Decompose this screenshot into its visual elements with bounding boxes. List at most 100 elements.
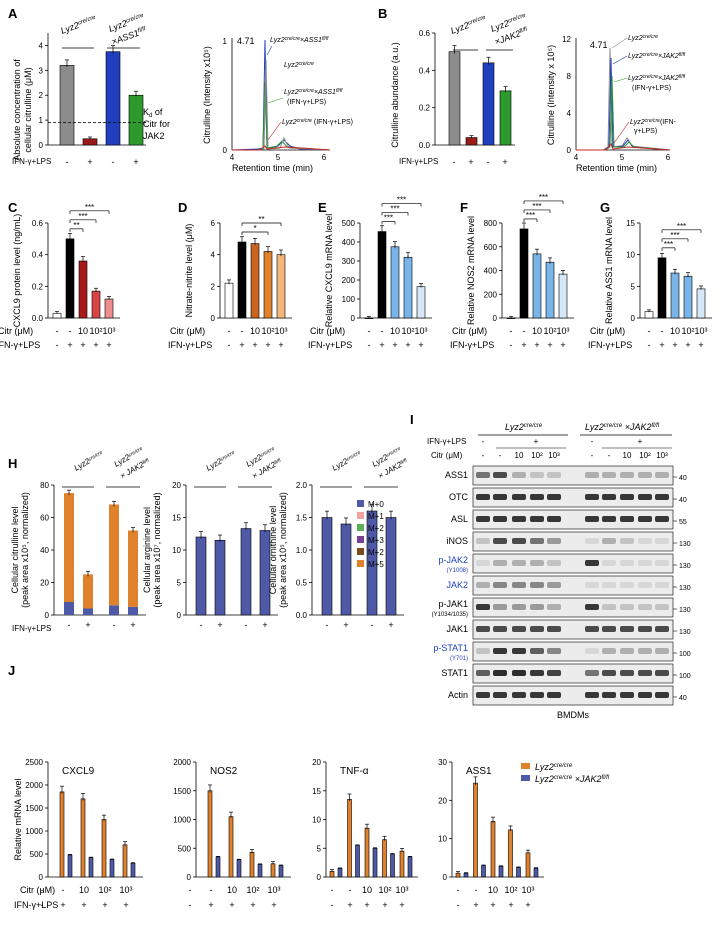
panel-i-mw-2: 55 (679, 519, 687, 526)
panel-i-band-9-9 (655, 670, 669, 676)
panel-j-0-bar-jak2-0 (67, 854, 73, 878)
panel-j-legend-swatch-1 (521, 763, 530, 769)
panel-i-band-3-0 (476, 538, 490, 544)
panel-a-chrom-xlabel: Retention time (min) (232, 163, 313, 173)
panel-j-1-ytick-0: 0 (187, 873, 192, 882)
panel-i-row-label-5: JAK2 (446, 580, 468, 590)
panel-j-3-bar-jak2-3 (516, 867, 521, 878)
panel-e-ifn-label: IFN-γ+LPS (308, 340, 352, 350)
panel-i-band-9-2 (512, 670, 526, 676)
panel-b-chrom-ylabel: Citrulline (Intensity x 10⁵) (546, 45, 556, 145)
panel-i-citr-3: 10² (531, 451, 543, 460)
panel-f-citr-1: - (523, 326, 526, 336)
panel-i-citr-1: - (499, 451, 502, 460)
panel-i-band-10-9 (655, 692, 669, 698)
panel-i-band-5-2 (512, 582, 526, 588)
panel-i-band-3-8 (638, 538, 652, 544)
panel-j-sub-3: 0 10 20 30 ASS1 - - - +10 +10² +10³ + (438, 758, 544, 910)
panel-j-1-ifn-2: + (229, 900, 234, 910)
panel-i-header-cre: Lyz2cre/cre (505, 422, 543, 432)
panel-i-band-0-0 (476, 472, 490, 478)
panel-d-ytick-1: 2 (211, 282, 216, 291)
panel-letter-j: J (8, 663, 15, 678)
panel-h-3-treat-1: + (343, 620, 348, 630)
panel-i-band-8-3 (530, 648, 544, 654)
panel-j-2-bar-jak2-0 (337, 868, 343, 878)
panel-e-ifn-1: + (379, 340, 384, 350)
panel-c-citr-2: 10 (78, 326, 88, 336)
panel-d-citr-1: - (241, 326, 244, 336)
panel-b-ytick-1: 0.2 (419, 104, 431, 113)
panel-g-ytick-1: 5 (631, 282, 636, 291)
panel-b-trace-jak2 (576, 57, 671, 151)
panel-i-citr-7: 10 (623, 451, 632, 460)
panel-j-3-bar-jak2-2 (498, 865, 504, 878)
panel-i-band-6-3 (530, 604, 544, 610)
panel-e-citr-0: - (368, 326, 371, 336)
panel-i-band-7-3 (530, 626, 544, 632)
panel-e-ifn-2: + (392, 340, 397, 350)
panel-f-ifn-0: - (510, 340, 513, 350)
panel-h-2-bar-2 (240, 528, 252, 616)
panel-j-2-bar-jak2-2 (372, 847, 378, 878)
panel-i-blot-7 (472, 619, 674, 640)
panel-h-2-ylabel2: (peak area x10⁷, normalized) (152, 492, 162, 607)
panel-i-band-9-1 (493, 670, 507, 676)
panel-e-citr-1: - (381, 326, 384, 336)
panel-d-bar-2 (250, 243, 260, 319)
panel-i-band-0-9 (655, 472, 669, 478)
panel-b-bar-1 (465, 137, 478, 146)
panel-h-legend-1: M+1 (368, 512, 384, 521)
panel-i-ifn-6: + (638, 437, 643, 446)
panel-j-2-citr-4: 10³ (395, 885, 408, 895)
panel-d-ifn-4: + (278, 340, 283, 350)
panel-i-mw-0: 40 (679, 475, 687, 482)
panel-f-citr-label: Citr (μM) (452, 326, 487, 336)
panel-j-0-ytick-4: 2000 (25, 781, 43, 790)
panel-f-sig-label-1: *** (532, 202, 541, 211)
panel-i-band-8-1 (493, 648, 507, 654)
panel-i-mw-1: 40 (679, 497, 687, 504)
panel-g-ytick-3: 15 (626, 219, 635, 228)
panel-i-row-sub-8: (Y701) (450, 656, 468, 662)
panel-c-ifn-3: + (93, 340, 98, 350)
panel-i-band-2-7 (620, 516, 634, 522)
panel-i-ifn-label: IFN-γ+LPS (427, 437, 466, 446)
panel-c-ifn-1: + (67, 340, 72, 350)
panel-i-citr-2: 10 (515, 451, 524, 460)
panel-h-sub-2: Cellular arginine level (peak area x10⁷, … (142, 446, 283, 630)
panel-i-citr-6: - (608, 451, 611, 460)
panel-f-ifn-1: + (521, 340, 526, 350)
panel-i-row-label-3: iNOS (446, 536, 468, 546)
panel-j-2-bar-cre-4 (399, 850, 405, 878)
panel-a-ifn-label: IFN-γ+LPS (12, 157, 51, 166)
panel-h-2-ylabel1: Cellular arginine level (142, 507, 152, 593)
panel-i-band-8-8 (638, 648, 652, 654)
panel-g-bar-2 (670, 272, 680, 319)
panel-i-band-9-4 (547, 670, 561, 676)
panel-i-western-blot: Lyz2cre/cre Lyz2cre/cre ×JAK2fl/fl IFN-γ+L… (427, 422, 691, 720)
panel-e-ytick-5: 500 (342, 219, 356, 228)
panel-b-ytick-3: 0.6 (419, 29, 431, 38)
panel-i-band-1-6 (602, 494, 616, 500)
panel-i-band-5-3 (530, 582, 544, 588)
panel-h-legend-0: M+0 (368, 500, 384, 509)
panel-d-citr-4: 10³ (274, 326, 287, 336)
panel-i-band-8-9 (655, 648, 669, 654)
panel-i-blot-10 (472, 685, 674, 706)
panel-i-band-3-6 (602, 538, 616, 544)
panel-j-2-bar-jak2-4 (407, 856, 413, 878)
panels-c-to-g: CXCL9 protein level (ng/mL) 0.0 0.2 0.4 0.6 *… (0, 193, 712, 350)
panel-d-ifn-1: + (239, 340, 244, 350)
panel-g-bar-0 (644, 311, 654, 319)
panel-h-3-treat-0: - (326, 620, 329, 630)
panel-j-legend-swatch-2 (521, 775, 530, 781)
panel-h-2-ytick-2: 10 (172, 546, 181, 555)
panel-h-2-ytick-4: 20 (172, 481, 181, 490)
panel-letter-c: C (8, 200, 18, 215)
panel-j-0-bar-jak2-1 (88, 857, 94, 878)
panel-c-bar-4 (104, 298, 114, 319)
panel-f-citr-4: 10³ (556, 326, 569, 336)
panel-e-bar-1 (377, 231, 387, 319)
panel-letter-e: E (318, 200, 327, 215)
